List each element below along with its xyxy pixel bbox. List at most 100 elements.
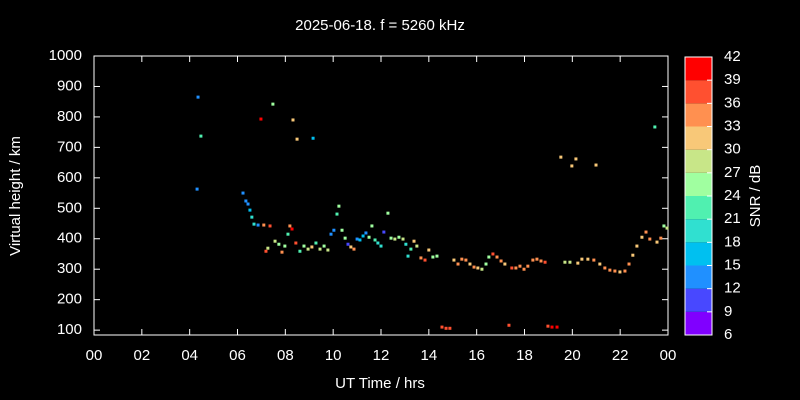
- point: [196, 95, 200, 99]
- point: [456, 262, 460, 266]
- colorbar-band: [685, 57, 712, 81]
- point: [539, 259, 543, 263]
- x-tick-label: 16: [468, 347, 485, 364]
- point: [631, 253, 635, 257]
- colorbar-tick-label: 27: [724, 164, 741, 181]
- y-tick-label: 200: [57, 291, 82, 308]
- point: [288, 224, 292, 228]
- x-tick-label: 00: [86, 347, 103, 364]
- colorbar-label: SNR / dB: [747, 165, 764, 228]
- colorbar-tick-label: 15: [724, 256, 741, 273]
- point: [655, 240, 659, 244]
- point: [476, 266, 480, 270]
- point: [546, 324, 550, 328]
- x-tick-label: 00: [660, 347, 677, 364]
- point: [364, 231, 368, 235]
- point: [332, 228, 336, 232]
- colorbar-band: [685, 80, 712, 104]
- point: [598, 262, 602, 266]
- point: [376, 241, 380, 245]
- point: [514, 266, 518, 270]
- point: [648, 237, 652, 241]
- point: [259, 117, 263, 121]
- x-tick-label: 06: [229, 347, 246, 364]
- point: [379, 244, 383, 248]
- point: [340, 228, 344, 232]
- point: [423, 258, 427, 262]
- colorbar-tick-label: 9: [724, 303, 732, 320]
- point: [635, 244, 639, 248]
- point: [373, 238, 377, 242]
- point: [594, 163, 598, 167]
- colorbar-band: [685, 149, 712, 173]
- chart-title: 2025-06-18. f = 5260 kHz: [295, 17, 465, 34]
- point: [495, 255, 499, 259]
- point: [409, 247, 413, 251]
- y-tick-label: 400: [57, 230, 82, 247]
- y-tick-label: 300: [57, 260, 82, 277]
- point: [311, 136, 315, 140]
- point: [568, 260, 572, 264]
- x-tick-label: 02: [133, 347, 150, 364]
- point: [522, 267, 526, 271]
- point: [412, 239, 416, 243]
- point: [627, 262, 631, 266]
- colorbar-band: [685, 172, 712, 196]
- point: [264, 249, 268, 253]
- x-tick-label: 08: [277, 347, 294, 364]
- colorbar-band: [685, 265, 712, 289]
- colorbar-tick-label: 33: [724, 117, 741, 134]
- point: [487, 255, 491, 259]
- point: [370, 224, 374, 228]
- point: [586, 257, 590, 261]
- point: [576, 261, 580, 265]
- colorbar-band: [685, 219, 712, 243]
- point: [592, 258, 596, 262]
- point: [367, 235, 371, 239]
- colorbar-tick-label: 30: [724, 141, 741, 158]
- point: [618, 270, 622, 274]
- point: [613, 269, 617, 273]
- point: [306, 247, 310, 251]
- point: [326, 248, 330, 252]
- point: [427, 248, 431, 252]
- point: [199, 134, 203, 138]
- y-tick-label: 600: [57, 169, 82, 186]
- point: [256, 223, 260, 227]
- point: [444, 326, 448, 330]
- point: [346, 242, 350, 246]
- point: [361, 234, 365, 238]
- colorbar-tick-label: 12: [724, 280, 741, 297]
- point: [195, 187, 199, 191]
- point: [277, 242, 281, 246]
- y-tick-label: 1000: [49, 47, 82, 64]
- x-tick-label: 10: [325, 347, 342, 364]
- point: [431, 255, 435, 259]
- point: [246, 202, 250, 206]
- point: [535, 257, 539, 261]
- y-tick-label: 800: [57, 108, 82, 125]
- point: [393, 237, 397, 241]
- point: [531, 258, 535, 262]
- point: [491, 252, 495, 256]
- point: [290, 227, 294, 231]
- point: [665, 226, 669, 230]
- point: [448, 326, 452, 330]
- point: [659, 236, 663, 240]
- colorbar-band: [685, 242, 712, 266]
- point: [608, 268, 612, 272]
- point: [244, 199, 248, 203]
- point: [337, 204, 341, 208]
- x-tick-label: 18: [516, 347, 533, 364]
- point: [250, 215, 254, 219]
- point: [322, 244, 326, 248]
- x-tick-label: 04: [181, 347, 198, 364]
- point: [526, 264, 530, 268]
- point: [460, 257, 464, 261]
- colorbar-tick-label: 24: [724, 187, 741, 204]
- colorbar-tick-label: 36: [724, 94, 741, 111]
- point: [468, 262, 472, 266]
- point: [563, 260, 567, 264]
